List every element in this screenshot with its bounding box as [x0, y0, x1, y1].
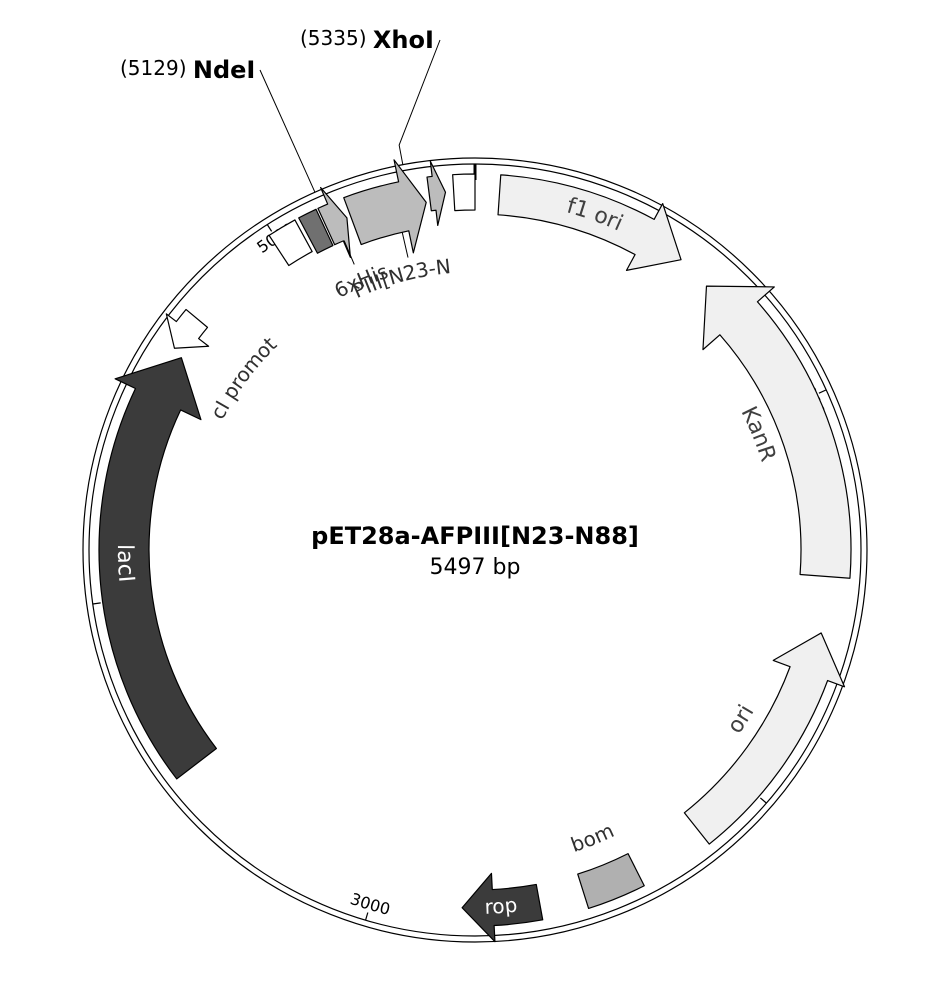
backbone-outer-ring — [83, 158, 867, 942]
feature-KanR — [703, 286, 851, 578]
feature-AFPIII — [344, 160, 426, 253]
feature-lacI promoter — [166, 309, 208, 348]
feature-label-ori: ori — [723, 701, 759, 738]
site-leader-XhoI — [399, 40, 440, 165]
feature-bom — [578, 854, 645, 909]
scale-tick — [366, 912, 368, 920]
plasmid-size: 5497 bp — [430, 555, 521, 580]
site-leader-NdeI — [260, 70, 315, 192]
feature-seg3 — [427, 161, 445, 225]
scale-tick — [93, 603, 101, 604]
leader-AFPIII — [402, 232, 408, 257]
feature-label-lacI: lacI — [112, 544, 138, 583]
scale-tick — [760, 798, 766, 803]
site-label-XhoI: (5335) XhoI — [300, 26, 434, 54]
plasmid-title: pET28a-AFPIII[N23-N88] — [311, 522, 639, 550]
site-label-NdeI: (5129) NdeI — [120, 56, 255, 84]
feature-label-bom: bom — [567, 818, 617, 857]
backbone-inner-ring — [89, 164, 861, 936]
scale-label: 3000 — [348, 889, 392, 919]
feature-seg4 — [453, 174, 475, 211]
feature-ori — [684, 633, 844, 844]
feature-label-rop: rop — [484, 892, 518, 918]
